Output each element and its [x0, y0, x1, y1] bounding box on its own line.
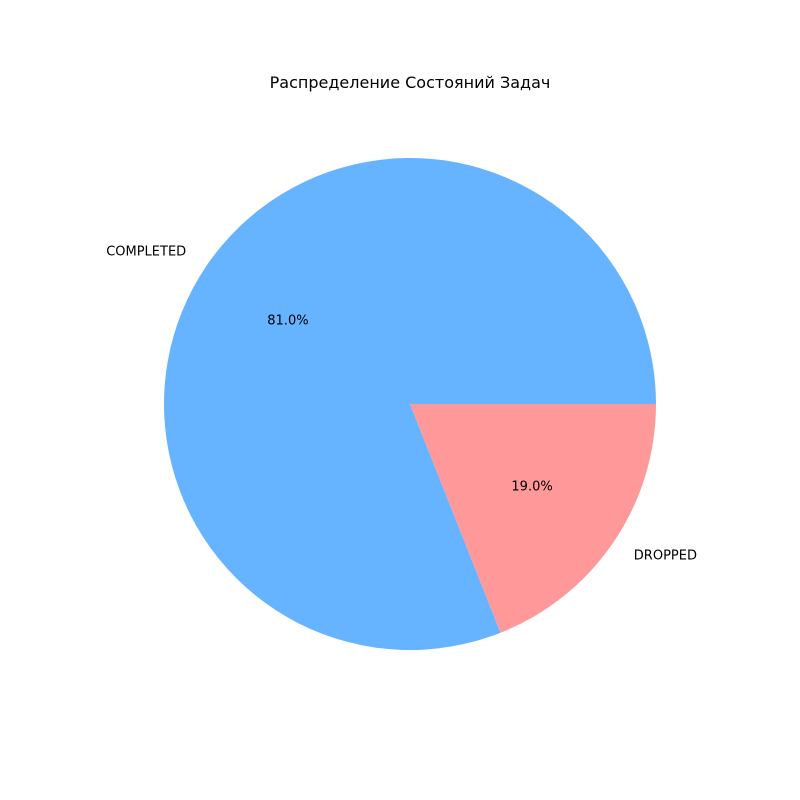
pie-labels: COMPLETED 81.0% DROPPED 19.0% — [106, 244, 697, 563]
percent-label-dropped: 19.0% — [511, 479, 552, 494]
chart-title: Распределение Состояний Задач — [270, 73, 551, 92]
pie-slice-dropped — [410, 404, 656, 633]
slice-label-completed: COMPLETED — [106, 244, 186, 259]
pie-slices — [163, 158, 656, 650]
slice-label-dropped: DROPPED — [634, 549, 697, 564]
percent-label-completed: 81.0% — [267, 314, 308, 329]
